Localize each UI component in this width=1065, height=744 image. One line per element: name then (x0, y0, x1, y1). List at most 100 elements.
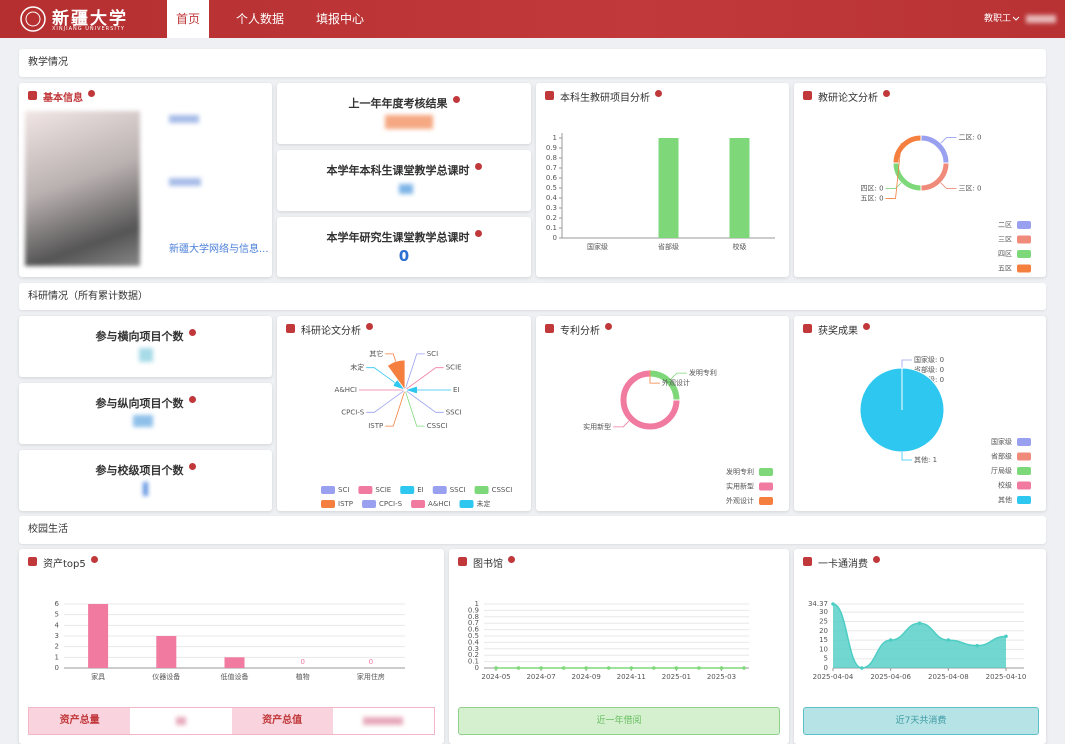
slice-label: 五区: 0 (860, 194, 883, 202)
stat-title: 参与纵向项目个数 (19, 395, 272, 411)
chart-card: 0 5 10 15 20 25 30 34.37 2025-04-04 2025-04-06 202… (794, 549, 1046, 744)
value-blurred (139, 348, 153, 362)
label-leader (885, 143, 902, 199)
value-blurred (133, 415, 153, 427)
legend-swatch (1017, 250, 1031, 258)
summary-label: 资产总量 (29, 708, 131, 734)
bar (658, 138, 679, 238)
legend-label: 二区 (998, 221, 1012, 229)
user-menu[interactable]: 教职工 (984, 14, 1012, 24)
title-text: 本学年研究生课堂教学总课时 (326, 231, 470, 244)
label-leader (649, 370, 660, 384)
stat-value: 0 (398, 247, 410, 265)
y-tick-label: 0 (475, 664, 479, 672)
info-icon[interactable] (474, 163, 482, 170)
icon (28, 91, 37, 100)
x-tick-label: 2024-07 (526, 673, 555, 681)
y-tick-label: 3 (55, 632, 59, 640)
info-icon[interactable] (188, 329, 196, 336)
info-icon[interactable] (605, 323, 612, 330)
chart-title: 本科生教研项目分析 (560, 89, 662, 104)
nav-tab[interactable]: 个人数据 (236, 12, 285, 26)
value-label: 0 (300, 658, 304, 666)
caret (1012, 16, 1020, 21)
stat-title: 参与横向项目个数 (19, 328, 272, 344)
title-text: 教研论文分析 (818, 93, 878, 104)
legend-label: SCIE (375, 486, 391, 494)
chart-title: 科研论文分析 (301, 322, 373, 337)
icon (803, 91, 812, 100)
chart-title: 专利分析 (560, 322, 612, 337)
icon (286, 324, 295, 333)
name-blurred (169, 115, 199, 123)
legend-swatch (432, 486, 447, 494)
y-tick-label: 2 (55, 643, 59, 651)
legend-swatch (1017, 235, 1031, 244)
label-leader (901, 359, 912, 368)
slice-label: ISTP (368, 422, 383, 430)
chart-card: 0 1 2 3 4 5 6 家具 仪器设备 低值设备 植物 0 家用住房 0 资产总量 资产总值 资产to… (19, 549, 444, 744)
legend-swatch (1017, 452, 1031, 461)
value-blurred (143, 482, 148, 496)
legend-label: 发明专利 (726, 467, 754, 476)
info-icon[interactable] (863, 323, 870, 330)
x-tick-label: 2025-03 (707, 673, 736, 681)
info-icon[interactable] (188, 463, 196, 470)
slice-label: 外观设计 (662, 378, 690, 387)
department-link[interactable]: 新疆大学网络与信息... (169, 244, 269, 255)
legend-label: 三区 (998, 236, 1012, 244)
info-icon[interactable] (873, 556, 880, 563)
y-tick-label: 0 (55, 664, 59, 672)
slice-label: SCI (427, 350, 438, 358)
stat-title: 本学年本科生课堂教学总课时 (277, 162, 531, 178)
info-icon[interactable] (474, 230, 482, 237)
point (1004, 634, 1008, 639)
slice-label: SCIE (446, 364, 462, 372)
nav-tab[interactable]: 首页 (167, 0, 209, 38)
title-text: 一卡通消费 (818, 559, 868, 570)
slice-label: 四区: 0 (860, 184, 883, 192)
icon (803, 557, 812, 566)
info-icon[interactable] (366, 323, 373, 330)
point (516, 666, 521, 670)
basic-info-card: 基本信息 新疆大学网络与信息... (19, 83, 272, 277)
legend-label: SSCI (450, 486, 466, 494)
slice-label: 三区: 0 (958, 184, 981, 192)
slice-label: 发明专利 (689, 368, 717, 377)
legend-label: 其他 (998, 495, 1012, 504)
info-icon[interactable] (90, 556, 98, 563)
card-title: 基本信息 (43, 89, 95, 104)
title-text: 本科生教研项目分析 (560, 93, 650, 104)
info-icon[interactable] (883, 90, 890, 97)
x-tick-label: 2024-11 (617, 673, 646, 681)
summary-value (130, 708, 231, 734)
info-icon[interactable] (88, 90, 95, 97)
legend-swatch (759, 482, 773, 491)
y-tick-label: 0.9 (468, 606, 479, 614)
x-tick-label: 低值设备 (221, 672, 249, 681)
logo-subtext: XINJIANG UNIVERSITY (52, 26, 125, 32)
y-tick-label: 4 (55, 621, 60, 629)
header: 新疆大学 XINJIANG UNIVERSITY 首页 个人数据 填报中心 教职… (0, 0, 1065, 38)
value-label: 0 (369, 658, 373, 666)
x-tick-label: 2025-04-04 (813, 673, 854, 681)
y-tick-label: 15 (819, 636, 828, 644)
y-tick-label: 1 (55, 653, 59, 661)
point (652, 666, 656, 670)
info-icon[interactable] (655, 90, 662, 97)
info-icon[interactable] (508, 556, 515, 563)
nav-tab[interactable]: 填报中心 (316, 12, 365, 26)
info-icon[interactable] (452, 96, 460, 103)
chart: 00.10.20.30.40.50.60.70.80.91 2024-05 2024… (468, 600, 749, 681)
x-tick-label: 植物 (296, 672, 310, 681)
label-leader (408, 392, 444, 413)
info-icon[interactable] (188, 396, 196, 403)
chart: SCISCIEEISSCICSSCIISTPCPCI-SA&HCI未定其它SCI… (321, 349, 512, 508)
y-tick-label: 6 (55, 600, 60, 608)
title-text: 本学年本科生课堂教学总课时 (326, 164, 470, 177)
x-tick-label: 国家级 (587, 242, 608, 251)
legend-label: CPCI-S (379, 500, 403, 508)
slice-label: A&HCI (335, 386, 357, 394)
